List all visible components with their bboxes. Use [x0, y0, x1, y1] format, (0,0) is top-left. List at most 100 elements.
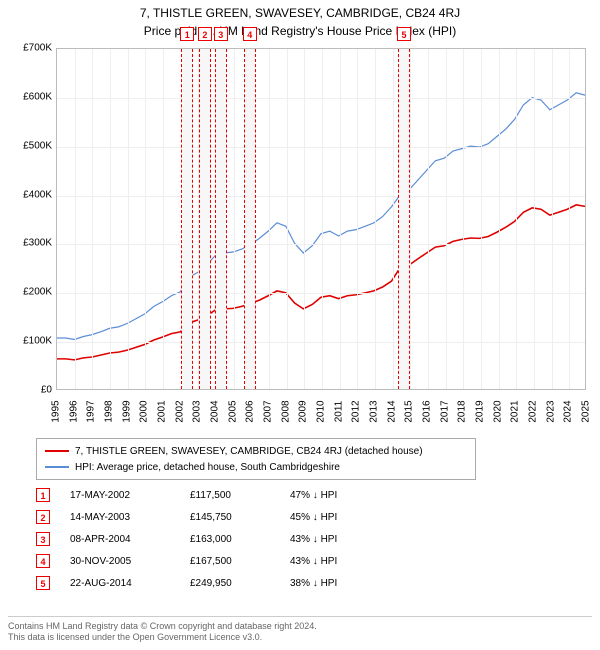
x-axis-label: 2017 — [439, 400, 450, 422]
x-axis-label: 2020 — [492, 400, 503, 422]
y-axis-label: £600K — [10, 91, 52, 102]
transaction-number: 5 — [36, 576, 50, 590]
transaction-number: 1 — [36, 488, 50, 502]
transaction-date: 22-AUG-2014 — [70, 578, 190, 589]
transaction-date: 14-MAY-2003 — [70, 512, 190, 523]
transaction-price: £167,500 — [190, 556, 290, 567]
table-row: 3 08-APR-2004£163,00043% ↓ HPI — [36, 528, 456, 550]
gridline-v — [304, 49, 305, 389]
gridline-h — [57, 244, 585, 245]
transaction-diff: 43% ↓ HPI — [290, 556, 410, 567]
gridline-v — [163, 49, 164, 389]
gridline-v — [269, 49, 270, 389]
x-axis-label: 2018 — [457, 400, 468, 422]
legend-swatch — [45, 466, 69, 468]
transaction-number: 2 — [36, 510, 50, 524]
gridline-v — [234, 49, 235, 389]
gridline-v — [393, 49, 394, 389]
x-axis-label: 2002 — [174, 400, 185, 422]
transaction-diff: 43% ↓ HPI — [290, 534, 410, 545]
x-axis-label: 2003 — [192, 400, 203, 422]
transaction-band — [398, 49, 410, 389]
x-axis-label: 2000 — [139, 400, 150, 422]
gridline-v — [110, 49, 111, 389]
y-axis-label: £300K — [10, 238, 52, 249]
transaction-marker-top: 4 — [243, 27, 257, 41]
gridline-h — [57, 293, 585, 294]
x-axis-label: 2001 — [157, 400, 168, 422]
gridline-v — [481, 49, 482, 389]
footer-line-1: Contains HM Land Registry data © Crown c… — [8, 621, 592, 633]
x-axis-label: 2004 — [210, 400, 221, 422]
x-axis-label: 2013 — [369, 400, 380, 422]
transaction-band — [181, 49, 193, 389]
x-axis-label: 2021 — [510, 400, 521, 422]
legend-box: 7, THISTLE GREEN, SWAVESEY, CAMBRIDGE, C… — [36, 438, 476, 480]
transaction-band — [244, 49, 256, 389]
gridline-v — [410, 49, 411, 389]
y-axis-label: £500K — [10, 140, 52, 151]
transaction-date: 08-APR-2004 — [70, 534, 190, 545]
transaction-marker-top: 3 — [214, 27, 228, 41]
table-row: 430-NOV-2005£167,50043% ↓ HPI — [36, 550, 456, 572]
gridline-v — [499, 49, 500, 389]
transaction-date: 30-NOV-2005 — [70, 556, 190, 567]
gridline-v — [92, 49, 93, 389]
gridline-v — [322, 49, 323, 389]
gridline-v — [287, 49, 288, 389]
y-axis-label: £0 — [10, 385, 52, 396]
chart-title: 7, THISTLE GREEN, SWAVESEY, CAMBRIDGE, C… — [0, 6, 600, 20]
gridline-v — [446, 49, 447, 389]
table-row: 1 17-MAY-2002£117,50047% ↓ HPI — [36, 484, 456, 506]
transaction-date: 17-MAY-2002 — [70, 490, 190, 501]
gridline-h — [57, 196, 585, 197]
gridline-v — [516, 49, 517, 389]
x-axis-label: 2024 — [563, 400, 574, 422]
x-axis-label: 2007 — [263, 400, 274, 422]
chart-wrap: £0£100K£200K£300K£400K£500K£600K£700K 12… — [8, 48, 592, 418]
x-axis-label: 2005 — [227, 400, 238, 422]
x-axis-label: 2010 — [316, 400, 327, 422]
x-axis-label: 1997 — [86, 400, 97, 422]
x-axis-label: 1998 — [104, 400, 115, 422]
table-row: 2 14-MAY-2003£145,75045% ↓ HPI — [36, 506, 456, 528]
transaction-diff: 47% ↓ HPI — [290, 490, 410, 501]
gridline-h — [57, 98, 585, 99]
gridline-v — [569, 49, 570, 389]
transaction-diff: 45% ↓ HPI — [290, 512, 410, 523]
transaction-marker-top: 1 — [180, 27, 194, 41]
gridline-v — [340, 49, 341, 389]
transaction-price: £117,500 — [190, 490, 290, 501]
x-axis-label: 2014 — [386, 400, 397, 422]
gridline-v — [128, 49, 129, 389]
y-axis-label: £400K — [10, 189, 52, 200]
x-axis-label: 2011 — [333, 401, 344, 423]
gridline-h — [57, 342, 585, 343]
legend-label: 7, THISTLE GREEN, SWAVESEY, CAMBRIDGE, C… — [75, 446, 423, 457]
transaction-number: 3 — [36, 532, 50, 546]
x-axis-label: 2025 — [581, 400, 592, 422]
y-axis-label: £700K — [10, 43, 52, 54]
x-axis-label: 2019 — [475, 400, 486, 422]
gridline-v — [463, 49, 464, 389]
gridline-h — [57, 147, 585, 148]
x-axis-label: 2008 — [280, 400, 291, 422]
x-axis-label: 1995 — [51, 400, 62, 422]
series-line — [57, 205, 585, 360]
transaction-diff: 38% ↓ HPI — [290, 578, 410, 589]
plot-area: 12345 — [56, 48, 586, 390]
transaction-price: £145,750 — [190, 512, 290, 523]
transaction-band — [215, 49, 227, 389]
x-axis-label: 2022 — [528, 400, 539, 422]
footer: Contains HM Land Registry data © Crown c… — [8, 616, 592, 644]
x-axis-label: 1999 — [121, 400, 132, 422]
legend-row: 7, THISTLE GREEN, SWAVESEY, CAMBRIDGE, C… — [45, 443, 467, 459]
table-row: 5 22-AUG-2014£249,95038% ↓ HPI — [36, 572, 456, 594]
x-axis-label: 2006 — [245, 400, 256, 422]
x-axis-label: 1996 — [68, 400, 79, 422]
transaction-price: £163,000 — [190, 534, 290, 545]
chart-subtitle: Price paid vs. HM Land Registry's House … — [0, 24, 600, 38]
transaction-price: £249,950 — [190, 578, 290, 589]
gridline-v — [428, 49, 429, 389]
transaction-marker-top: 2 — [198, 27, 212, 41]
